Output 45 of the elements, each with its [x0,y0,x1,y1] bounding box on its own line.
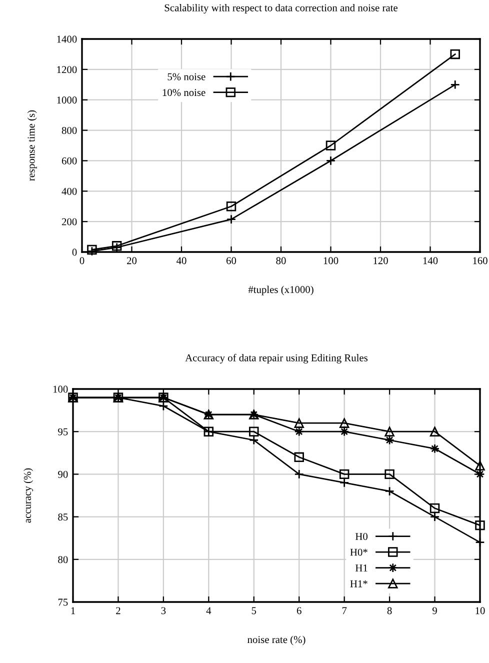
y-tick-label: 200 [62,218,77,226]
x-tick-label: 4 [206,607,212,614]
y-tick-label: 1000 [57,96,77,104]
legend-label: 10% noise [162,89,206,96]
x-axis-title: noise rate (%) [248,636,306,646]
x-tick-label: 100 [324,257,338,264]
x-tick-label: 6 [296,607,302,614]
x-axis-title: #tuples (x1000) [248,286,314,296]
x-tick-label: 5 [252,607,256,614]
y-axis-title: accuracy (%) [24,468,34,523]
y-tick-label: 0 [72,248,77,256]
y-tick-label: 80 [58,556,68,564]
y-tick-label: 800 [62,126,77,134]
y-tick-label: 1400 [57,36,77,43]
legend-label: H0* [350,548,368,556]
y-axis-title: response time (s) [27,110,37,181]
y-tick-label: 85 [58,513,68,521]
y-tick-label: 100 [53,386,68,393]
x-tick-label: 80 [276,257,286,264]
legend-label: H0 [355,532,368,540]
x-tick-label: 10 [476,607,485,614]
y-tick-label: 75 [58,598,68,606]
x-tick-label: 60 [226,257,236,264]
x-tick-label: 40 [176,257,186,264]
y-tick-label: 90 [58,470,68,478]
legend-label: 5% noise [168,73,206,80]
legend-label: H1* [350,580,368,588]
y-tick-label: 600 [62,157,77,164]
x-tick-label: 9 [432,607,437,614]
legend-label: H1 [355,564,368,572]
chart-title: Scalability with respect to data correction and noise rate [164,4,398,14]
x-tick-label: 160 [473,257,488,264]
x-tick-label: 3 [161,607,166,614]
y-tick-label: 95 [58,428,68,436]
x-tick-label: 8 [387,607,392,614]
x-tick-label: 2 [116,607,120,614]
x-tick-label: 0 [80,257,84,264]
x-tick-label: 140 [423,257,438,264]
x-tick-label: 7 [342,607,347,614]
x-tick-label: 20 [127,257,137,264]
x-tick-label: 120 [374,257,388,264]
y-tick-label: 400 [62,188,77,195]
chart-title: Accuracy of data repair using Editing Rules [185,354,368,364]
x-tick-label: 1 [71,607,75,614]
y-tick-label: 1200 [57,66,77,74]
